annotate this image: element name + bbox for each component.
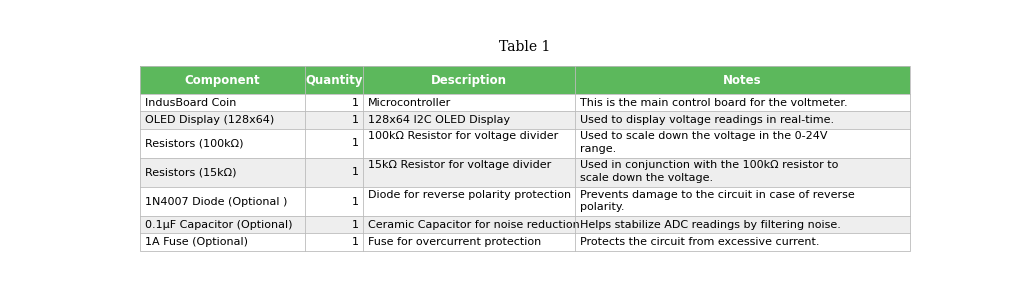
Text: 1: 1 — [351, 167, 358, 178]
Text: Description: Description — [431, 74, 507, 87]
Text: Microcontroller: Microcontroller — [368, 98, 452, 108]
Text: Used to scale down the voltage in the 0-24V
range.: Used to scale down the voltage in the 0-… — [580, 131, 827, 154]
Text: Helps stabilize ADC readings by filtering noise.: Helps stabilize ADC readings by filterin… — [580, 220, 841, 230]
Bar — [140, 187, 909, 216]
Text: 1A Fuse (Optional): 1A Fuse (Optional) — [144, 237, 248, 247]
Text: Prevents damage to the circuit in case of reverse
polarity.: Prevents damage to the circuit in case o… — [580, 190, 854, 212]
Text: Resistors (15kΩ): Resistors (15kΩ) — [144, 167, 237, 178]
Text: 100kΩ Resistor for voltage divider: 100kΩ Resistor for voltage divider — [368, 131, 558, 141]
Bar — [140, 158, 909, 187]
Text: Notes: Notes — [723, 74, 762, 87]
Text: 1: 1 — [351, 115, 358, 125]
Text: Used in conjunction with the 100kΩ resistor to
scale down the voltage.: Used in conjunction with the 100kΩ resis… — [580, 160, 838, 183]
Bar — [140, 233, 909, 250]
Text: IndusBoard Coin: IndusBoard Coin — [144, 98, 237, 108]
Text: Table 1: Table 1 — [499, 39, 551, 54]
Text: Diode for reverse polarity protection: Diode for reverse polarity protection — [368, 190, 571, 200]
Bar — [140, 129, 909, 158]
Text: 1: 1 — [351, 220, 358, 230]
Text: 1: 1 — [351, 237, 358, 247]
Text: 128x64 I2C OLED Display: 128x64 I2C OLED Display — [368, 115, 510, 125]
Text: 1: 1 — [351, 138, 358, 148]
Bar — [140, 94, 909, 111]
Text: Ceramic Capacitor for noise reduction: Ceramic Capacitor for noise reduction — [368, 220, 580, 230]
Text: This is the main control board for the voltmeter.: This is the main control board for the v… — [580, 98, 847, 108]
Text: 0.1μF Capacitor (Optional): 0.1μF Capacitor (Optional) — [144, 220, 292, 230]
Text: OLED Display (128x64): OLED Display (128x64) — [144, 115, 273, 125]
Bar — [140, 111, 909, 129]
Text: Protects the circuit from excessive current.: Protects the circuit from excessive curr… — [580, 237, 819, 247]
Text: 1: 1 — [351, 197, 358, 206]
Text: Fuse for overcurrent protection: Fuse for overcurrent protection — [368, 237, 541, 247]
Bar — [140, 216, 909, 233]
Text: Resistors (100kΩ): Resistors (100kΩ) — [144, 138, 243, 148]
Bar — [140, 66, 909, 94]
Text: Used to display voltage readings in real-time.: Used to display voltage readings in real… — [580, 115, 834, 125]
Text: 1: 1 — [351, 98, 358, 108]
Text: Quantity: Quantity — [305, 74, 364, 87]
Text: Component: Component — [185, 74, 260, 87]
Text: 15kΩ Resistor for voltage divider: 15kΩ Resistor for voltage divider — [368, 160, 551, 170]
Text: 1N4007 Diode (Optional ): 1N4007 Diode (Optional ) — [144, 197, 287, 206]
Bar — [140, 66, 909, 250]
